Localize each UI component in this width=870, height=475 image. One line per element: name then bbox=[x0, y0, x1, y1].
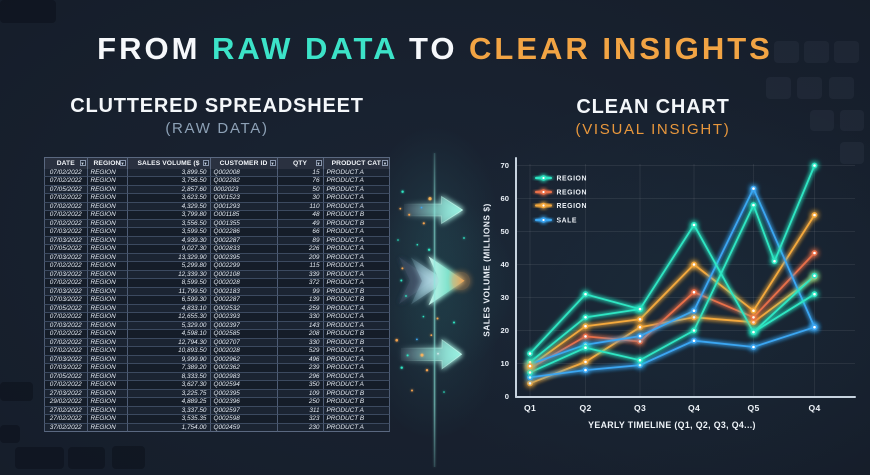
svg-text:REGION: REGION bbox=[557, 175, 587, 182]
svg-text:70: 70 bbox=[501, 161, 509, 170]
svg-text:REGION: REGION bbox=[557, 203, 587, 210]
svg-text:40: 40 bbox=[501, 260, 509, 269]
svg-text:SALES VOLUME (MILLIONS $): SALES VOLUME (MILLIONS $) bbox=[482, 203, 492, 337]
svg-text:Q4: Q4 bbox=[688, 403, 700, 413]
svg-text:SALE: SALE bbox=[557, 217, 578, 224]
svg-text:REGION: REGION bbox=[557, 189, 587, 196]
svg-text:Q1: Q1 bbox=[524, 403, 536, 413]
svg-text:0: 0 bbox=[505, 392, 509, 401]
svg-text:20: 20 bbox=[501, 326, 509, 335]
svg-text:Q4: Q4 bbox=[808, 403, 820, 413]
svg-text:50: 50 bbox=[501, 227, 509, 236]
svg-text:10: 10 bbox=[501, 359, 509, 368]
svg-text:YEARLY TIMELINE (Q1, Q2, Q3, Q: YEARLY TIMELINE (Q1, Q2, Q3, Q4...) bbox=[588, 420, 756, 430]
svg-text:Q5: Q5 bbox=[747, 403, 759, 413]
svg-text:60: 60 bbox=[501, 194, 509, 203]
svg-text:Q2: Q2 bbox=[579, 403, 591, 413]
svg-text:30: 30 bbox=[501, 293, 509, 302]
svg-text:Q3: Q3 bbox=[634, 403, 646, 413]
